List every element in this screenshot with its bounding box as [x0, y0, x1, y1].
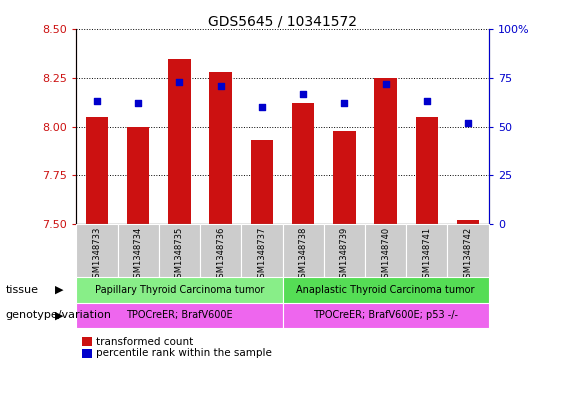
- Text: tissue: tissue: [6, 285, 38, 295]
- Text: GSM1348738: GSM1348738: [299, 227, 307, 283]
- Bar: [282, 303, 489, 328]
- Bar: [118, 224, 159, 277]
- Bar: [159, 224, 200, 277]
- Bar: [324, 224, 365, 277]
- Bar: [292, 103, 315, 224]
- Text: ▶: ▶: [55, 310, 64, 320]
- Text: transformed count: transformed count: [96, 336, 193, 347]
- Point: [258, 104, 267, 110]
- Text: TPOCreER; BrafV600E: TPOCreER; BrafV600E: [126, 310, 233, 320]
- Point: [381, 81, 390, 87]
- Point: [340, 100, 349, 107]
- Point: [93, 98, 102, 105]
- Bar: [282, 224, 324, 277]
- Text: Anaplastic Thyroid Carcinoma tumor: Anaplastic Thyroid Carcinoma tumor: [297, 285, 475, 295]
- Point: [134, 100, 142, 107]
- Bar: [241, 224, 282, 277]
- Point: [175, 79, 184, 85]
- Bar: [250, 140, 273, 224]
- Bar: [76, 303, 282, 328]
- Text: GSM1348734: GSM1348734: [134, 227, 142, 283]
- Point: [216, 83, 225, 89]
- Bar: [85, 117, 108, 224]
- Text: genotype/variation: genotype/variation: [6, 310, 112, 320]
- Point: [464, 120, 473, 126]
- Bar: [374, 78, 397, 224]
- Bar: [168, 59, 191, 224]
- Bar: [127, 127, 150, 224]
- Text: GSM1348740: GSM1348740: [381, 227, 390, 283]
- Bar: [333, 130, 356, 224]
- Text: GSM1348736: GSM1348736: [216, 227, 225, 283]
- Bar: [76, 277, 282, 303]
- Text: ▶: ▶: [55, 285, 64, 295]
- Text: Papillary Thyroid Carcinoma tumor: Papillary Thyroid Carcinoma tumor: [95, 285, 264, 295]
- Text: GSM1348733: GSM1348733: [93, 227, 101, 283]
- Bar: [282, 277, 489, 303]
- Bar: [406, 224, 447, 277]
- Bar: [200, 224, 241, 277]
- Bar: [209, 72, 232, 224]
- Bar: [365, 224, 406, 277]
- Text: GSM1348737: GSM1348737: [258, 227, 266, 283]
- Text: GSM1348739: GSM1348739: [340, 227, 349, 283]
- Text: percentile rank within the sample: percentile rank within the sample: [96, 348, 272, 358]
- Point: [423, 98, 432, 105]
- Text: GSM1348742: GSM1348742: [464, 227, 472, 283]
- Title: GDS5645 / 10341572: GDS5645 / 10341572: [208, 14, 357, 28]
- Bar: [415, 117, 438, 224]
- Point: [299, 90, 308, 97]
- Bar: [457, 220, 480, 224]
- Text: TPOCreER; BrafV600E; p53 -/-: TPOCreER; BrafV600E; p53 -/-: [313, 310, 458, 320]
- Text: GSM1348735: GSM1348735: [175, 227, 184, 283]
- Text: GSM1348741: GSM1348741: [423, 227, 431, 283]
- Bar: [76, 224, 118, 277]
- Bar: [447, 224, 489, 277]
